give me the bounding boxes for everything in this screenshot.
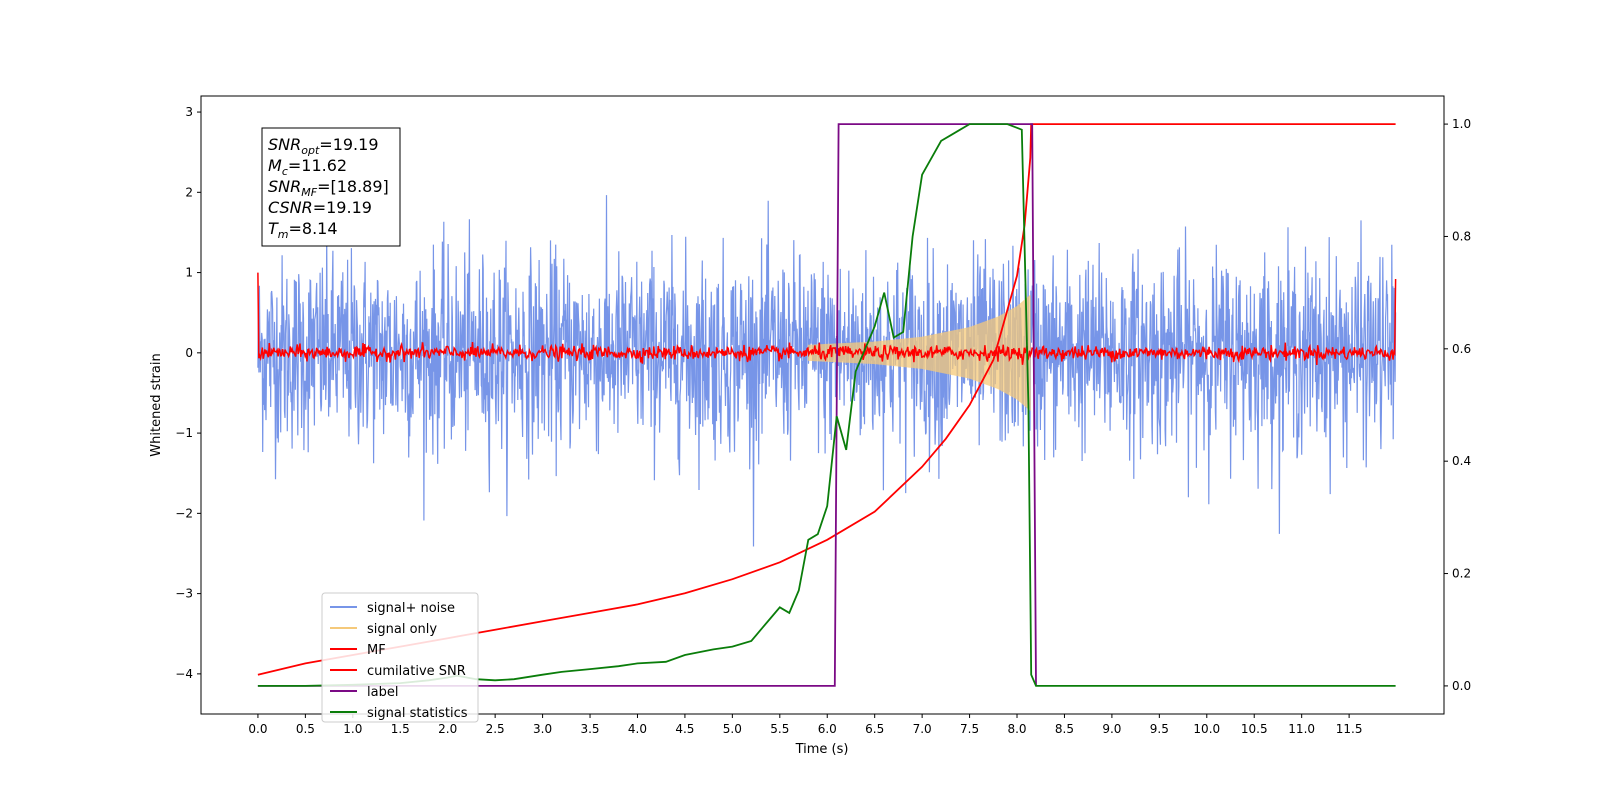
y-tick-label: 1 xyxy=(185,266,193,280)
y-tick-label: 2 xyxy=(185,185,193,199)
series-signal-plus-noise xyxy=(257,195,1397,547)
y-axis-right: 1.0 0.8 0.6 0.4 0.2 0.0 xyxy=(1444,117,1471,693)
y-tick-label: 3 xyxy=(185,105,193,119)
series-signal-statistics xyxy=(257,123,1396,687)
y2-tick-label: 0.0 xyxy=(1452,679,1471,693)
y-tick-label: −4 xyxy=(175,667,193,681)
info-line: CSNR=19.19 xyxy=(268,198,372,217)
info-box-frame xyxy=(261,127,401,247)
x-tick-label: 8.0 xyxy=(1007,722,1026,736)
x-axis: 0.0 0.5 1.0 1.5 2.0 2.5 3.0 3.5 4.0 4.5 5.0 5.5 6.0 6… xyxy=(248,714,1362,736)
legend-entry: label xyxy=(367,685,398,700)
x-tick-label: 0.0 xyxy=(248,722,267,736)
legend-entry: MF xyxy=(367,643,386,658)
legend-entry: signal+ noise xyxy=(367,601,455,616)
x-tick-label: 10.0 xyxy=(1193,722,1220,736)
x-tick-label: 11.5 xyxy=(1336,722,1363,736)
x-tick-label: 7.5 xyxy=(960,722,979,736)
info-line: Mc=11.62 xyxy=(268,156,347,178)
y-tick-label: −2 xyxy=(175,506,193,520)
x-tick-label: 5.5 xyxy=(770,722,789,736)
y2-tick-label: 0.8 xyxy=(1452,229,1471,243)
legend-entry: cumilative SNR xyxy=(367,664,466,679)
y-tick-label: −1 xyxy=(175,426,193,440)
x-tick-label: 10.5 xyxy=(1241,722,1268,736)
legend-entry: signal statistics xyxy=(367,706,468,721)
legend: signal+ noise signal only MF cumilative SNR… xyxy=(321,592,479,723)
x-tick-label: 0.5 xyxy=(296,722,315,736)
y-axis-label: Whitened strain xyxy=(149,353,164,456)
x-tick-label: 9.0 xyxy=(1102,722,1121,736)
x-tick-label: 1.5 xyxy=(391,722,410,736)
legend-frame xyxy=(321,592,479,723)
x-tick-label: 8.5 xyxy=(1055,722,1074,736)
x-tick-label: 3.0 xyxy=(533,722,552,736)
x-tick-label: 2.5 xyxy=(486,722,505,736)
y2-tick-label: 0.2 xyxy=(1452,567,1471,581)
x-tick-label: 6.5 xyxy=(865,722,884,736)
info-box: SNRopt=19.19Mc=11.62SNRMF=[18.89]CSNR=19… xyxy=(261,127,401,247)
x-tick-label: 2.0 xyxy=(438,722,457,736)
y2-tick-label: 0.6 xyxy=(1452,342,1471,356)
x-tick-label: 1.0 xyxy=(343,722,362,736)
series-mf xyxy=(257,272,1397,366)
y2-tick-label: 1.0 xyxy=(1452,117,1471,131)
x-tick-label: 6.0 xyxy=(818,722,837,736)
series-label xyxy=(257,123,1037,687)
y2-tick-label: 0.4 xyxy=(1452,454,1471,468)
x-tick-label: 5.0 xyxy=(723,722,742,736)
plot-area-frame xyxy=(200,95,1445,715)
x-axis-label: Time (s) xyxy=(795,742,849,757)
x-tick-label: 7.0 xyxy=(913,722,932,736)
y-tick-label: −3 xyxy=(175,587,193,601)
info-line: SNRMF=[18.89] xyxy=(268,177,389,199)
y-axis-left: 3 2 1 0 −1 −2 −3 −4 xyxy=(175,105,201,681)
info-line: SNRopt=19.19 xyxy=(268,135,379,157)
legend-entry: signal only xyxy=(367,622,437,637)
x-tick-label: 11.0 xyxy=(1288,722,1315,736)
info-line: Tm=8.14 xyxy=(268,219,338,241)
x-tick-label: 3.5 xyxy=(580,722,599,736)
y-tick-label: 0 xyxy=(185,346,193,360)
x-tick-label: 4.5 xyxy=(675,722,694,736)
x-tick-label: 9.5 xyxy=(1150,722,1169,736)
x-tick-label: 4.0 xyxy=(628,722,647,736)
